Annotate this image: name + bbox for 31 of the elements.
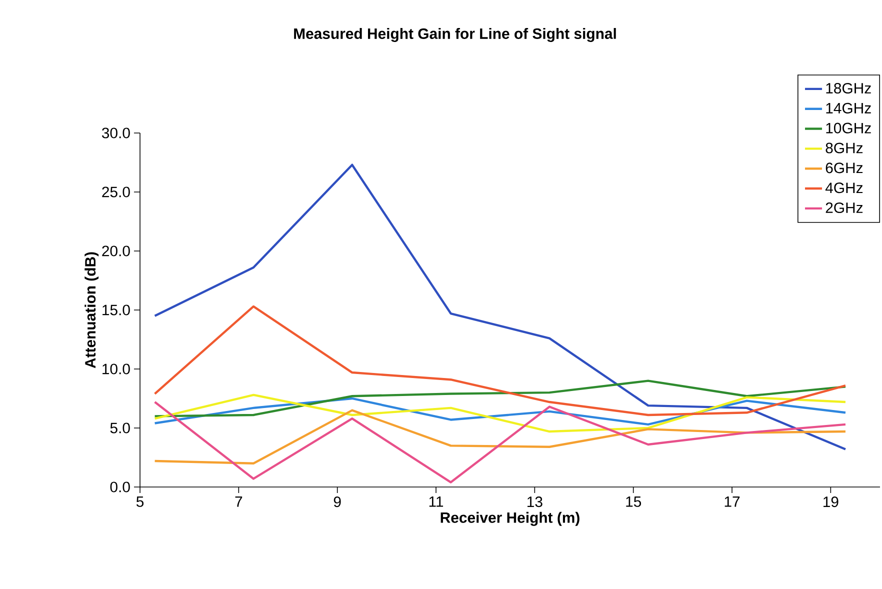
x-tick-label: 5 — [136, 496, 144, 507]
x-tick-label: 11 — [429, 496, 444, 507]
x-tick-label: 9 — [334, 496, 341, 508]
line-series — [154, 409, 847, 464]
y-tick-label: 30.0 — [102, 128, 130, 138]
x-tick-label: 19 — [824, 496, 838, 508]
y-tick-label: 0.0 — [110, 482, 130, 492]
line-series — [154, 397, 847, 426]
line-series — [154, 380, 847, 418]
x-tick-label: 15 — [626, 496, 642, 507]
line-series — [154, 394, 847, 433]
y-tick-label: 5.0 — [110, 422, 130, 434]
chart-title: Measured Height Gain for Line of Sight signal — [294, 28, 616, 42]
x-tick-label: 7 — [235, 496, 242, 507]
legend-label: 8GHz — [826, 142, 863, 154]
y-tick-label: 10.0 — [102, 364, 130, 374]
y-tick-label: 20.0 — [102, 246, 130, 256]
legend-label: 6GHz — [826, 162, 863, 174]
y-axis-title: Attenuation (dB) — [84, 252, 99, 368]
y-tick-label: 15.0 — [102, 304, 130, 316]
line-series — [154, 305, 847, 416]
legend-label: 4GHz — [825, 182, 863, 194]
legend-label: 14GHz — [826, 102, 871, 114]
y-tick-label: 25.0 — [102, 186, 130, 198]
legend-label: 10GHz — [826, 122, 871, 134]
line-series — [154, 400, 847, 484]
legend-label: 2GHz — [826, 202, 863, 214]
legend-label: 18GHz — [826, 82, 871, 94]
x-tick-label: 13 — [528, 496, 542, 508]
x-axis-title: Receiver Height (m) — [440, 512, 580, 526]
x-tick-label: 17 — [724, 496, 740, 507]
